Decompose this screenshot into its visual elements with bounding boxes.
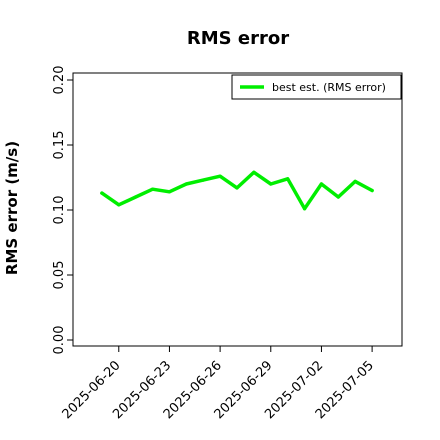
- data-point: [269, 182, 273, 186]
- y-tick-label: 0.10: [52, 196, 67, 225]
- data-point: [235, 186, 239, 190]
- data-point: [167, 190, 172, 194]
- data-point: [286, 177, 290, 181]
- y-axis: 0.00 0.05 0.10 0.15 0.20: [52, 66, 73, 355]
- data-point: [302, 207, 307, 211]
- legend: best est. (RMS error): [231, 74, 402, 100]
- data-point: [134, 195, 138, 199]
- series-layer: [100, 170, 374, 211]
- y-tick-label: 0.20: [52, 66, 67, 95]
- chart-title: RMS error: [187, 28, 289, 49]
- data-point: [150, 187, 155, 191]
- data-point: [370, 188, 374, 193]
- plot-area-frame: [72, 72, 403, 347]
- data-point: [100, 191, 104, 195]
- data-point: [218, 174, 222, 178]
- y-axis-label: RMS error (m/s): [3, 141, 21, 275]
- legend-entry-label: best est. (RMS error): [272, 81, 386, 94]
- y-tick-label: 0.15: [52, 131, 67, 160]
- x-axis: 2025-06-202025-06-232025-06-262025-06-29…: [60, 346, 377, 422]
- series-line: [100, 170, 374, 211]
- y-tick-label: 0.00: [52, 326, 67, 355]
- data-point: [252, 170, 256, 174]
- data-point: [353, 179, 357, 183]
- data-point: [201, 178, 205, 182]
- data-point: [319, 182, 324, 186]
- data-point: [184, 182, 188, 186]
- data-point: [117, 203, 121, 207]
- y-tick-label: 0.05: [52, 261, 67, 290]
- data-point: [336, 195, 340, 199]
